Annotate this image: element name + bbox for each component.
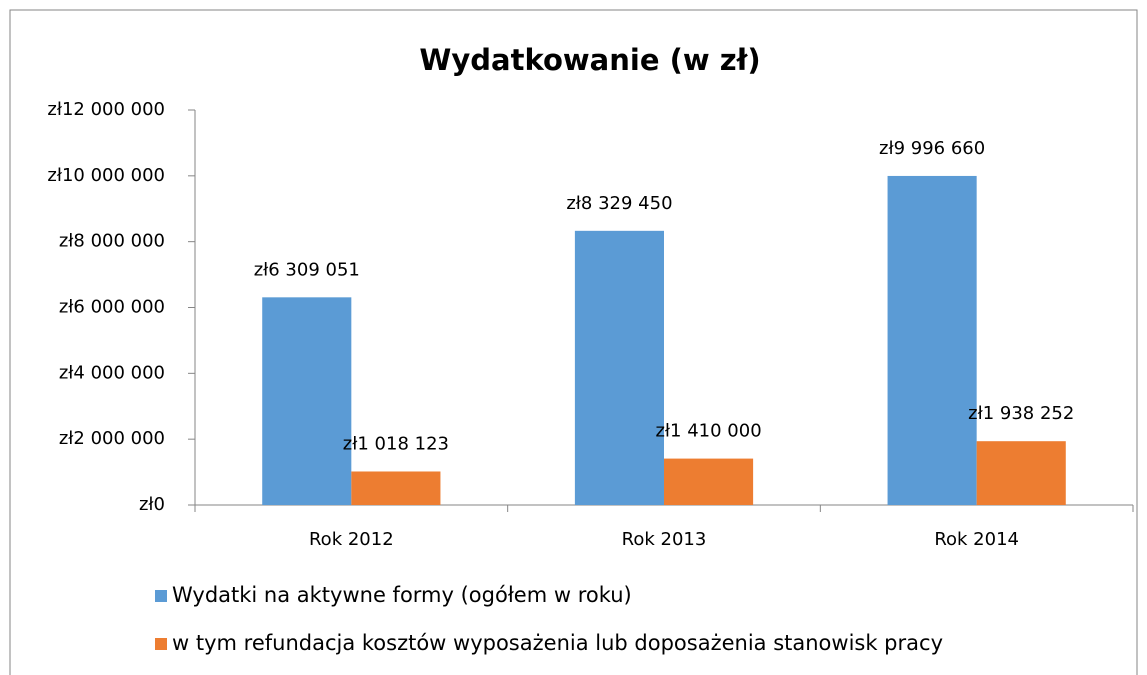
- value-label: zł1 938 252: [968, 403, 1074, 424]
- y-tick-label: zł10 000 000: [47, 165, 165, 186]
- chart-frame: [9, 9, 1138, 675]
- chart-title: Wydatkowanie (w zł): [419, 43, 760, 77]
- value-label: zł6 309 051: [254, 259, 360, 280]
- x-tick-label: Rok 2012: [309, 529, 394, 550]
- value-label: zł1 018 123: [343, 433, 449, 454]
- y-tick-label: zł8 000 000: [59, 231, 165, 252]
- bar: [887, 175, 977, 505]
- y-tick-label: zł4 000 000: [59, 362, 165, 383]
- bar: [351, 471, 441, 505]
- value-label: zł9 996 660: [879, 138, 985, 159]
- y-tick-label: zł2 000 000: [59, 428, 165, 449]
- y-tick-label: zł6 000 000: [59, 297, 165, 318]
- bar: [262, 297, 352, 505]
- legend-swatch: [155, 590, 167, 602]
- x-tick-label: Rok 2013: [622, 529, 707, 550]
- bar: [574, 230, 664, 505]
- y-tick-label: zł0: [139, 494, 165, 515]
- value-label: zł1 410 000: [655, 421, 761, 442]
- y-tick-label: zł12 000 000: [47, 99, 165, 120]
- value-label: zł8 329 450: [566, 193, 672, 214]
- legend-swatch: [155, 638, 167, 650]
- legend-label: w tym refundacja kosztów wyposażenia lub…: [172, 631, 943, 655]
- legend-label: Wydatki na aktywne formy (ogółem w roku): [172, 583, 632, 607]
- bar: [976, 441, 1066, 505]
- bar: [664, 458, 754, 505]
- x-tick-label: Rok 2014: [934, 529, 1019, 550]
